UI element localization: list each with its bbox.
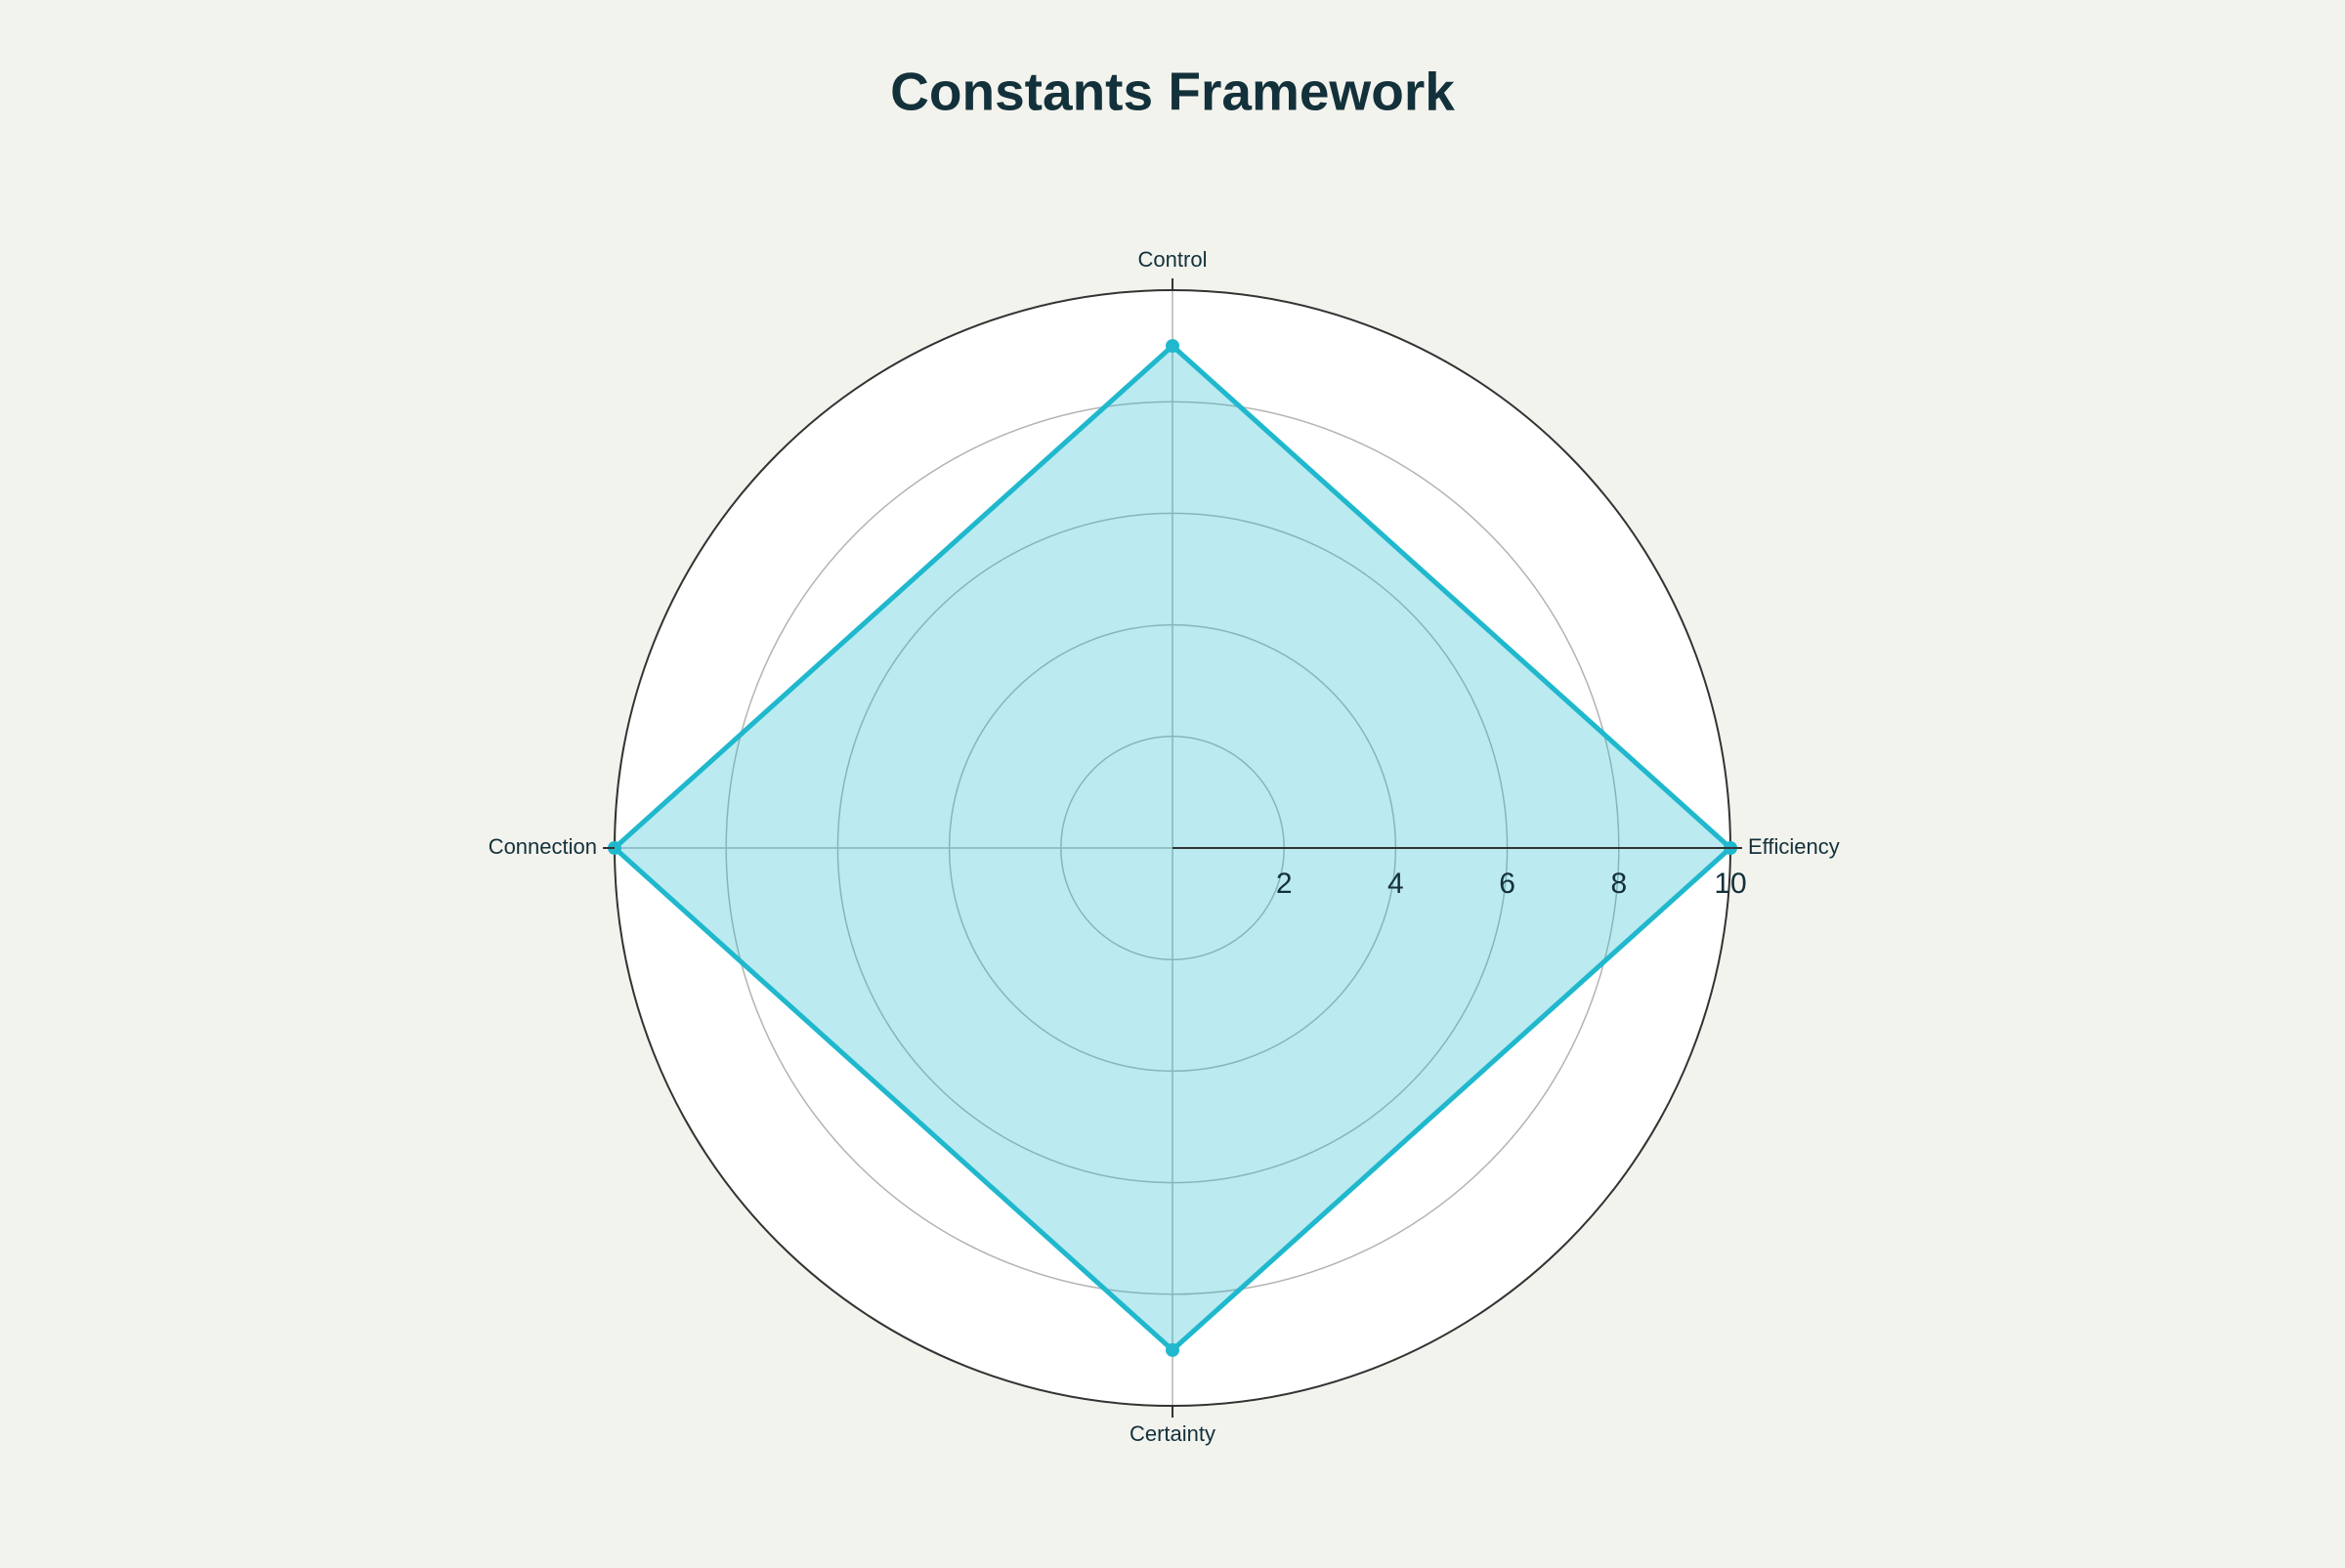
category-label: Certainty xyxy=(1130,1421,1215,1446)
radar-marker xyxy=(1166,339,1179,354)
radial-tick-label: 4 xyxy=(1387,868,1404,900)
radial-tick-label: 2 xyxy=(1276,868,1293,900)
radar-marker xyxy=(1166,1342,1179,1357)
radial-tick-label: 10 xyxy=(1714,868,1746,900)
category-label: Efficiency xyxy=(1748,834,1840,859)
category-label: Control xyxy=(1138,247,1208,272)
category-label: Connection xyxy=(489,834,597,859)
radial-tick-label: 8 xyxy=(1610,868,1627,900)
chart-title: Constants Framework xyxy=(890,62,1455,122)
radial-tick-label: 6 xyxy=(1499,868,1515,900)
